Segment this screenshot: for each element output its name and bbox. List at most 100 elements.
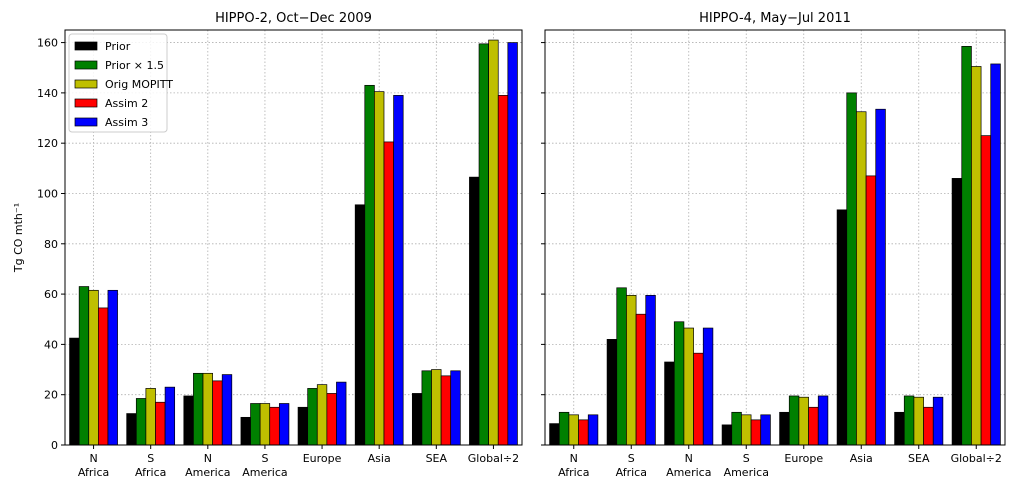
bar: [164, 386, 176, 446]
y-tick-label: 140: [37, 87, 58, 100]
bar: [932, 396, 944, 446]
bar: [193, 372, 204, 446]
bar: [971, 66, 982, 446]
x-tick-label: SEA: [908, 452, 930, 465]
x-tick-label: N: [89, 452, 97, 465]
legend-label: Prior × 1.5: [105, 59, 164, 72]
bar: [269, 406, 280, 446]
y-tick-label: 160: [37, 37, 58, 50]
bar: [98, 307, 109, 446]
bar: [606, 339, 618, 446]
bar: [431, 369, 442, 446]
bar: [741, 414, 752, 446]
bar: [507, 42, 518, 446]
legend-label: Prior: [105, 40, 131, 53]
chart-title: HIPPO-4, May−Jul 2011: [699, 11, 851, 26]
x-tick-label: N: [570, 452, 578, 465]
bar: [488, 39, 499, 446]
x-tick-label: Africa: [558, 466, 589, 479]
bar: [259, 403, 271, 446]
bar: [913, 396, 924, 446]
bar: [587, 414, 599, 446]
bar: [817, 395, 829, 446]
bar: [88, 289, 99, 446]
x-tick-label: Global÷2: [951, 452, 1002, 465]
bar: [374, 91, 385, 446]
bar: [788, 395, 800, 446]
bar: [693, 352, 704, 446]
x-tick-label: Europe: [303, 452, 342, 465]
legend-swatch: [74, 117, 98, 127]
bar: [478, 43, 489, 446]
legend-box: [68, 33, 168, 133]
bar: [393, 95, 404, 446]
x-tick-label: America: [185, 466, 230, 479]
bar: [750, 419, 762, 446]
bar: [450, 370, 461, 446]
x-tick-label: Asia: [368, 452, 391, 465]
legend-label: Assim 3: [105, 116, 148, 129]
bar: [645, 294, 656, 446]
x-tick-label: S: [261, 452, 268, 465]
bar: [568, 414, 579, 446]
bar: [846, 92, 857, 446]
bar: [354, 204, 366, 446]
bar: [440, 375, 452, 446]
y-axis-label: Tg CO mth⁻¹: [12, 203, 25, 273]
bar: [202, 372, 213, 446]
bar: [469, 176, 480, 446]
bar: [980, 135, 992, 446]
x-tick-label: America: [724, 466, 769, 479]
bar: [951, 178, 963, 446]
bar: [126, 413, 137, 446]
legend-swatch: [74, 79, 98, 89]
bar: [923, 406, 934, 446]
y-tick-label: 0: [51, 439, 58, 452]
bar: [221, 374, 233, 446]
bar: [635, 313, 647, 446]
plot-frame: [64, 29, 523, 446]
bar: [894, 411, 905, 446]
y-tick-label: 40: [44, 338, 58, 351]
bar: [78, 286, 90, 446]
bar: [673, 321, 685, 446]
bar: [731, 411, 742, 446]
bar: [326, 393, 337, 446]
bar: [836, 209, 848, 446]
bar: [721, 424, 733, 446]
bar: [903, 395, 915, 446]
x-tick-label: Africa: [78, 466, 109, 479]
bar: [683, 327, 694, 446]
legend-label: Orig MOPITT: [105, 78, 173, 91]
x-tick-label: SEA: [426, 452, 448, 465]
bar: [961, 45, 972, 446]
legend-swatch: [74, 41, 98, 51]
bar: [626, 294, 637, 446]
bar: [779, 411, 790, 446]
bar: [155, 401, 166, 446]
x-tick-label: Global÷2: [468, 452, 519, 465]
x-tick-label: Africa: [135, 466, 166, 479]
bar: [856, 111, 867, 446]
bar: [183, 395, 194, 446]
chart-title: HIPPO-2, Oct−Dec 2009: [215, 11, 372, 26]
bar: [383, 141, 394, 446]
bar: [990, 63, 1001, 446]
y-tick-label: 80: [44, 238, 58, 251]
bar: [411, 393, 423, 446]
legend-label: Assim 2: [105, 97, 148, 110]
bar: [145, 388, 156, 446]
bar: [808, 406, 819, 446]
y-tick-label: 100: [37, 187, 58, 200]
bar: [297, 406, 309, 446]
x-tick-label: S: [147, 452, 154, 465]
x-tick-label: N: [685, 452, 693, 465]
x-tick-label: S: [743, 452, 750, 465]
x-tick-label: America: [666, 466, 711, 479]
bar: [664, 361, 675, 446]
bar: [549, 423, 560, 446]
bar: [875, 108, 886, 446]
y-tick-label: 60: [44, 288, 58, 301]
legend-swatch: [74, 98, 98, 108]
